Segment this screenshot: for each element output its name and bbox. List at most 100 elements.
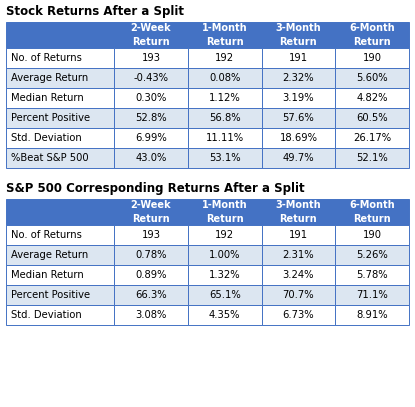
Text: 65.1%: 65.1% <box>209 290 241 300</box>
Text: Stock Returns After a Split: Stock Returns After a Split <box>6 5 184 18</box>
Bar <box>6 22 114 48</box>
Bar <box>261 88 335 108</box>
Text: Percent Positive: Percent Positive <box>11 113 90 123</box>
Bar <box>335 199 409 225</box>
Text: 43.0%: 43.0% <box>135 153 166 163</box>
Text: 191: 191 <box>289 53 308 63</box>
Bar <box>188 88 261 108</box>
Bar <box>114 265 188 285</box>
Text: 49.7%: 49.7% <box>283 153 314 163</box>
Bar <box>6 48 114 68</box>
Text: 1.00%: 1.00% <box>209 250 240 260</box>
Text: No. of Returns: No. of Returns <box>11 230 82 240</box>
Bar <box>114 148 188 168</box>
Bar <box>6 88 114 108</box>
Bar <box>6 265 114 285</box>
Bar <box>335 305 409 325</box>
Bar <box>335 285 409 305</box>
Text: 71.1%: 71.1% <box>356 290 388 300</box>
Text: 3.08%: 3.08% <box>135 310 166 320</box>
Bar <box>188 245 261 265</box>
Bar <box>335 48 409 68</box>
Bar <box>6 148 114 168</box>
Text: 3.24%: 3.24% <box>283 270 314 280</box>
Bar <box>261 22 335 48</box>
Text: 2-Week
Return: 2-Week Return <box>131 23 171 46</box>
Bar <box>335 128 409 148</box>
Bar <box>188 22 261 48</box>
Bar <box>6 305 114 325</box>
Bar <box>6 199 114 225</box>
Bar <box>188 48 261 68</box>
Bar <box>114 68 188 88</box>
Bar <box>261 285 335 305</box>
Text: 190: 190 <box>363 53 382 63</box>
Text: 60.5%: 60.5% <box>356 113 388 123</box>
Bar <box>188 108 261 128</box>
Bar <box>261 48 335 68</box>
Text: 1-Month
Return: 1-Month Return <box>202 200 247 223</box>
Bar <box>335 22 409 48</box>
Text: 70.7%: 70.7% <box>283 290 314 300</box>
Text: 52.8%: 52.8% <box>135 113 167 123</box>
Bar <box>114 305 188 325</box>
Bar <box>114 199 188 225</box>
Text: 57.6%: 57.6% <box>283 113 314 123</box>
Text: 66.3%: 66.3% <box>135 290 167 300</box>
Bar <box>261 305 335 325</box>
Text: 6.73%: 6.73% <box>283 310 314 320</box>
Text: 52.1%: 52.1% <box>356 153 388 163</box>
Text: 6-Month
Return: 6-Month Return <box>349 200 395 223</box>
Text: 1.32%: 1.32% <box>209 270 240 280</box>
Bar <box>188 305 261 325</box>
Bar <box>114 88 188 108</box>
Text: Median Return: Median Return <box>11 270 84 280</box>
Text: 0.08%: 0.08% <box>209 73 240 83</box>
Text: 192: 192 <box>215 53 234 63</box>
Text: %Beat S&P 500: %Beat S&P 500 <box>11 153 89 163</box>
Bar <box>6 225 114 245</box>
Text: 18.69%: 18.69% <box>279 133 317 143</box>
Bar <box>261 199 335 225</box>
Text: S&P 500 Corresponding Returns After a Split: S&P 500 Corresponding Returns After a Sp… <box>6 182 305 195</box>
Bar <box>188 148 261 168</box>
Bar <box>114 128 188 148</box>
Text: -0.43%: -0.43% <box>133 73 168 83</box>
Text: 56.8%: 56.8% <box>209 113 240 123</box>
Text: 1.12%: 1.12% <box>209 93 241 103</box>
Bar <box>335 68 409 88</box>
Bar <box>188 199 261 225</box>
Text: 2-Week
Return: 2-Week Return <box>131 200 171 223</box>
Bar <box>335 108 409 128</box>
Text: 190: 190 <box>363 230 382 240</box>
Text: 2.32%: 2.32% <box>283 73 314 83</box>
Text: 8.91%: 8.91% <box>356 310 388 320</box>
Text: 5.78%: 5.78% <box>356 270 388 280</box>
Text: 26.17%: 26.17% <box>353 133 391 143</box>
Text: 0.30%: 0.30% <box>135 93 166 103</box>
Bar <box>188 68 261 88</box>
Bar <box>261 265 335 285</box>
Text: 192: 192 <box>215 230 234 240</box>
Bar <box>261 148 335 168</box>
Text: 4.35%: 4.35% <box>209 310 240 320</box>
Text: 193: 193 <box>142 53 160 63</box>
Text: 0.78%: 0.78% <box>135 250 167 260</box>
Bar <box>6 285 114 305</box>
Text: 5.60%: 5.60% <box>356 73 388 83</box>
Text: 2.31%: 2.31% <box>283 250 314 260</box>
Text: 5.26%: 5.26% <box>356 250 388 260</box>
Text: 53.1%: 53.1% <box>209 153 240 163</box>
Text: 191: 191 <box>289 230 308 240</box>
Bar <box>261 128 335 148</box>
Bar <box>188 225 261 245</box>
Text: 3.19%: 3.19% <box>283 93 314 103</box>
Bar <box>335 88 409 108</box>
Bar <box>188 128 261 148</box>
Bar <box>335 265 409 285</box>
Text: 3-Month
Return: 3-Month Return <box>276 200 321 223</box>
Bar <box>114 22 188 48</box>
Bar <box>6 245 114 265</box>
Bar <box>114 108 188 128</box>
Bar <box>188 265 261 285</box>
